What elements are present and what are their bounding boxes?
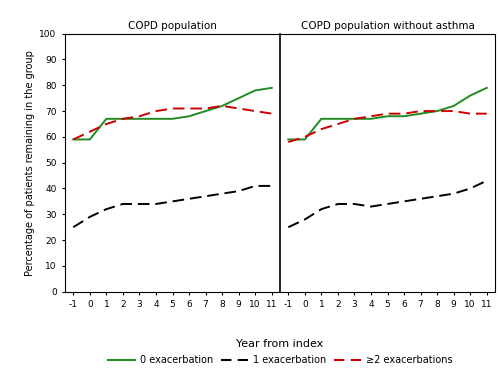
- Title: COPD population without asthma: COPD population without asthma: [300, 21, 474, 31]
- Title: COPD population: COPD population: [128, 21, 217, 31]
- Y-axis label: Percentage of patients remaining in the group: Percentage of patients remaining in the …: [25, 50, 35, 276]
- Text: Year from index: Year from index: [236, 339, 324, 349]
- Legend: 0 exacerbation, 1 exacerbation, ≥2 exacerbations: 0 exacerbation, 1 exacerbation, ≥2 exace…: [104, 351, 457, 369]
